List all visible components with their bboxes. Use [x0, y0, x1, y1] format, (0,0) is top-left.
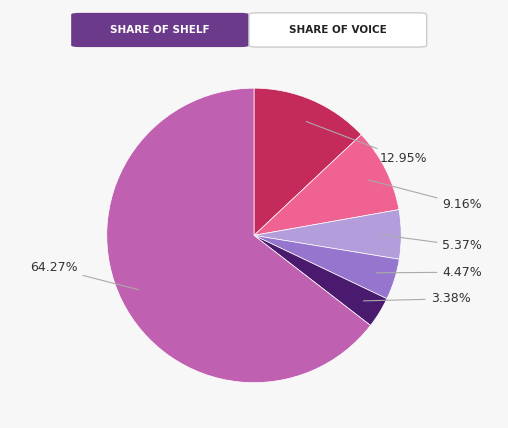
- Text: 3.38%: 3.38%: [363, 292, 470, 305]
- Text: 64.27%: 64.27%: [29, 261, 139, 290]
- Wedge shape: [254, 135, 399, 235]
- Text: 12.95%: 12.95%: [306, 122, 428, 165]
- Wedge shape: [254, 210, 401, 259]
- Wedge shape: [254, 235, 387, 325]
- Text: SHARE OF SHELF: SHARE OF SHELF: [110, 25, 210, 35]
- Wedge shape: [254, 235, 399, 299]
- Text: SHARE OF VOICE: SHARE OF VOICE: [289, 25, 387, 35]
- Text: 4.47%: 4.47%: [376, 266, 482, 279]
- FancyBboxPatch shape: [71, 13, 249, 47]
- Text: 9.16%: 9.16%: [368, 180, 482, 211]
- Text: 5.37%: 5.37%: [382, 235, 482, 252]
- Wedge shape: [254, 88, 361, 235]
- Wedge shape: [107, 88, 370, 383]
- FancyBboxPatch shape: [249, 13, 427, 47]
